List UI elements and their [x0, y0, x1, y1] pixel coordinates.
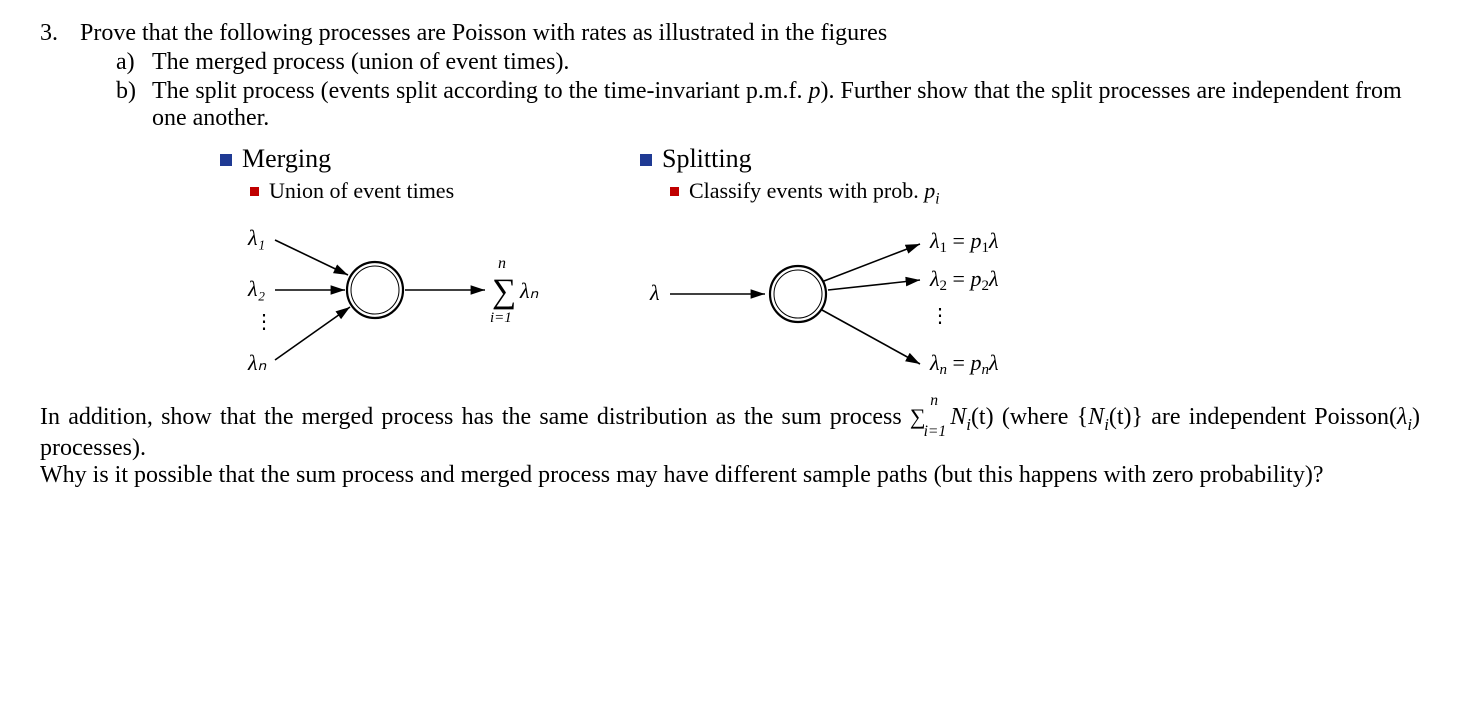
diagrams-row: Merging Union of event times: [80, 144, 1420, 394]
merging-header: Merging: [220, 144, 580, 174]
merging-subtitle: Union of event times: [269, 178, 454, 203]
splitting-block: Splitting Classify events with prob. pi …: [640, 144, 1060, 394]
problem-content: Prove that the following processes are P…: [80, 20, 1420, 489]
splitting-subtitle-pre: Classify events with prob.: [689, 178, 924, 203]
problem-number: 3.: [40, 20, 80, 47]
Ni: N: [950, 404, 966, 430]
merge-in-2: λ₂: [247, 276, 266, 301]
part-a: a) The merged process (union of event ti…: [116, 49, 1420, 76]
part-b-label: b): [116, 78, 152, 105]
merging-subheader: Union of event times: [250, 178, 580, 204]
square-bullet-icon: [250, 187, 259, 196]
part-b: b) The split process (events split accor…: [116, 78, 1420, 132]
splitting-subheader: Classify events with prob. pi: [670, 178, 1060, 208]
merging-block: Merging Union of event times: [220, 144, 580, 394]
Ni-t: (t): [971, 404, 994, 430]
sum-upper: n: [930, 392, 938, 409]
Ni2-t: (t): [1109, 404, 1132, 430]
part-b-pre: The split process (events split accordin…: [152, 78, 809, 104]
part-a-label: a): [116, 49, 152, 76]
addendum-line1: In addition, show that the merged proces…: [40, 402, 1420, 462]
splitting-header: Splitting: [640, 144, 1060, 174]
problem-prompt: Prove that the following processes are P…: [80, 20, 1420, 47]
merge-sigma: ∑: [492, 273, 516, 310]
split-out-2: λ2 = p2λ: [929, 266, 998, 294]
merge-sum-upper: n: [498, 255, 506, 272]
merge-sum-lower: i=1: [490, 310, 512, 326]
merge-in-n: λₙ: [247, 350, 267, 375]
pmf-var: p: [809, 78, 821, 104]
part-b-text: The split process (events split accordin…: [152, 78, 1420, 132]
square-bullet-icon: [670, 187, 679, 196]
merge-sum-term: λₙ: [519, 278, 539, 303]
where-pre: (where {: [1002, 404, 1088, 430]
splitting-subtitle-i: i: [935, 190, 939, 207]
add-pre: In addition, show that the merged proces…: [40, 404, 910, 430]
split-out-1: λ1 = p1λ: [929, 228, 998, 256]
merge-in-1: λ₁: [247, 225, 265, 250]
addendum-line2: Why is it possible that the sum process …: [40, 462, 1420, 489]
merge-in-dots: ⋮: [254, 311, 274, 333]
sum-lower: i=1: [924, 423, 947, 440]
splitting-subtitle-p: p: [924, 178, 935, 203]
merging-title: Merging: [242, 144, 331, 173]
square-bullet-icon: [220, 154, 232, 166]
part-a-text: The merged process (union of event times…: [152, 49, 569, 76]
Ni2: N: [1088, 404, 1104, 430]
sub-parts: a) The merged process (union of event ti…: [80, 49, 1420, 132]
problem-block: 3. Prove that the following processes ar…: [40, 20, 1420, 489]
split-out-n: λn = pnλ: [929, 350, 998, 378]
square-bullet-icon: [640, 154, 652, 166]
split-in: λ: [649, 280, 660, 305]
splitting-diagram: λ λ1 = p1λ λ2 = p2λ ⋮ λn = pnλ: [640, 214, 1060, 394]
merging-diagram: λ₁ λ₂ ⋮ λₙ n ∑ i=1 λₙ: [220, 210, 580, 390]
where-post: } are independent Poisson(: [1132, 404, 1397, 430]
lambda-i: λ: [1397, 404, 1407, 430]
split-out-dots: ⋮: [930, 305, 950, 327]
splitting-title: Splitting: [662, 144, 752, 173]
